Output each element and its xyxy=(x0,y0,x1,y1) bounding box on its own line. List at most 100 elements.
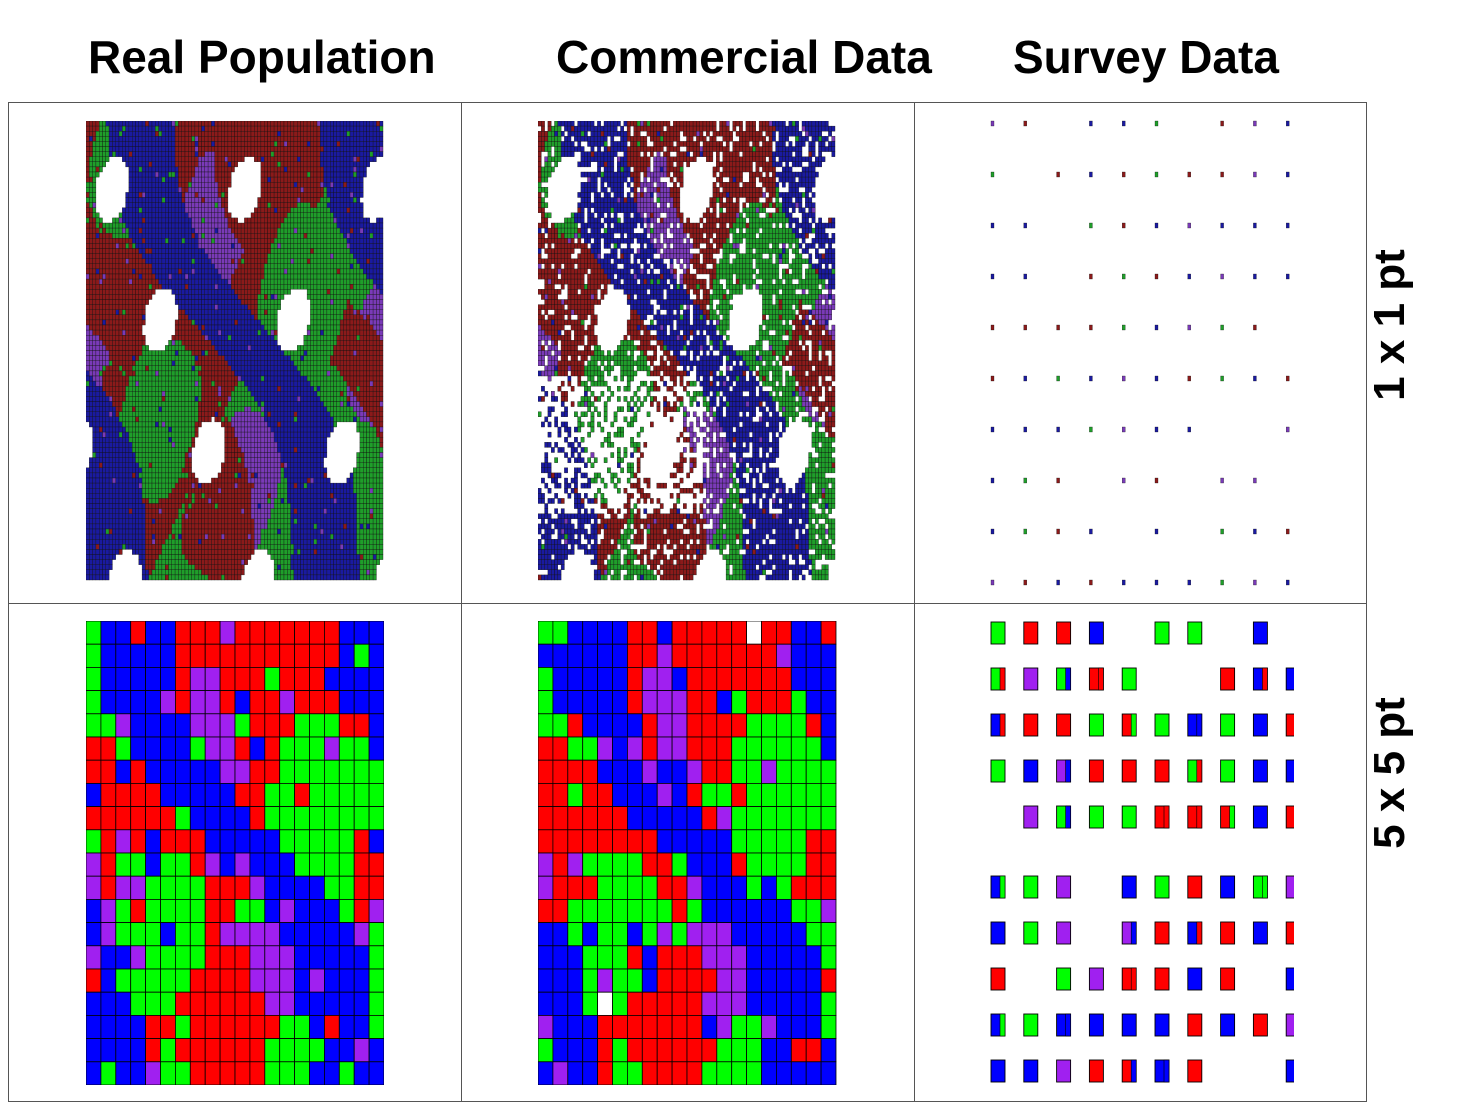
pixel-cell-green xyxy=(293,268,298,275)
pixel-cell-green xyxy=(326,278,331,285)
pixel-cell-green xyxy=(326,233,331,239)
pixel-cell-red xyxy=(303,121,308,127)
pixel-cell-red xyxy=(118,329,123,336)
pixel-cell-green xyxy=(122,411,126,417)
pixel-cell-blue xyxy=(201,258,205,264)
pixel-cell-blue xyxy=(204,309,209,315)
pixel-cell-red xyxy=(108,263,113,270)
pixel-cell-red xyxy=(283,156,288,162)
pixel-cell-blue xyxy=(343,171,347,178)
pixel-cell-purple xyxy=(217,197,222,203)
pixel-cell-blue xyxy=(310,386,314,392)
pixel-cell-red xyxy=(128,248,133,254)
pixel-cell-blue xyxy=(356,161,361,168)
pixel-cell-purple xyxy=(89,340,93,346)
pixel-cell-red xyxy=(224,202,229,208)
pixel-cell-blue xyxy=(303,391,308,397)
pixel-cell-green xyxy=(161,355,166,361)
pixel-cell-red xyxy=(221,411,225,417)
pixel-cell-red xyxy=(86,222,90,229)
pixel-cell-blue xyxy=(165,217,169,224)
pixel-cell-red xyxy=(108,335,113,341)
pixel-cell-blue xyxy=(379,263,384,270)
pixel-cell-green xyxy=(151,416,156,423)
pixel-cell-blue xyxy=(356,176,361,183)
pixel-cell-red xyxy=(379,340,384,346)
pixel-cell-blue xyxy=(221,278,225,285)
pixel-cell-purple xyxy=(244,406,248,412)
pixel-cell-blue xyxy=(86,416,90,423)
pixel-cell-red xyxy=(287,136,291,142)
pixel-cell-red xyxy=(283,187,288,193)
pixel-cell-green xyxy=(310,238,314,244)
pixel-cell-blue xyxy=(188,233,192,239)
pixel-cell-red xyxy=(267,207,271,213)
pixel-cell-green xyxy=(293,263,298,270)
pixel-cell-red xyxy=(138,284,143,290)
pixel-cell-blue xyxy=(158,207,163,213)
pixel-cell-red xyxy=(234,233,238,239)
pixel-cell-green xyxy=(330,396,334,402)
pixel-cell-red xyxy=(270,238,275,244)
pixel-cell-green xyxy=(310,370,314,377)
pixel-cell-blue xyxy=(168,121,172,127)
pixel-cell-red xyxy=(198,345,202,351)
pixel-cell-red xyxy=(122,243,126,249)
pixel-cell-red xyxy=(92,268,97,275)
pixel-cell-red xyxy=(297,171,301,178)
pixel-cell-red xyxy=(244,273,248,280)
pixel-cell-purple xyxy=(353,396,357,402)
pixel-cell-blue xyxy=(320,136,324,142)
pixel-cell-red xyxy=(283,207,288,213)
pixel-cell-purple xyxy=(211,202,215,208)
pixel-cell-blue xyxy=(280,370,285,377)
pixel-cell-blue xyxy=(372,273,377,280)
pixel-cell-red xyxy=(366,370,370,377)
pixel-cell-green xyxy=(135,386,139,392)
pixel-cell-red xyxy=(132,314,136,321)
pixel-cell-red xyxy=(214,156,219,162)
pixel-cell-red xyxy=(86,171,90,178)
pixel-cell-red xyxy=(366,355,370,361)
pixel-cell-blue xyxy=(155,197,159,203)
pixel-cell-blue xyxy=(158,141,163,147)
pixel-cell-blue xyxy=(141,136,146,142)
pixel-cell-red xyxy=(264,238,268,244)
pixel-cell-green xyxy=(181,380,186,387)
pixel-cell-red xyxy=(105,386,110,392)
pixel-cell-green xyxy=(257,329,262,336)
pixel-cell-red xyxy=(244,268,248,275)
pixel-cell-red xyxy=(89,217,93,224)
pixel-cell-blue xyxy=(260,345,265,351)
pixel-cell-red xyxy=(112,253,116,259)
pixel-cell-green xyxy=(336,386,341,392)
pixel-cell-red xyxy=(118,386,123,392)
pixel-cell-green xyxy=(330,309,334,315)
pixel-cell-green xyxy=(313,263,318,270)
pixel-cell-blue xyxy=(369,121,374,127)
pixel-cell-blue xyxy=(293,391,298,397)
pixel-cell-blue xyxy=(250,370,255,377)
pixel-cell-red xyxy=(207,401,212,407)
pixel-cell-red xyxy=(118,380,123,387)
pixel-cell-green xyxy=(363,273,367,280)
pixel-cell-red xyxy=(188,335,192,341)
pixel-cell-purple xyxy=(198,166,202,173)
pixel-cell-red xyxy=(135,263,139,270)
pixel-cell-red xyxy=(293,151,298,157)
pixel-cell-red xyxy=(254,121,258,127)
pixel-cell-green xyxy=(316,350,321,356)
pixel-cell-red xyxy=(122,324,126,331)
pixel-cell-red xyxy=(115,329,120,336)
pixel-cell-green xyxy=(141,360,146,366)
pixel-cell-blue xyxy=(207,278,212,285)
pixel-cell-green xyxy=(293,416,298,423)
pixel-cell-red xyxy=(128,314,133,321)
pixel-cell-blue xyxy=(244,335,248,341)
pixel-cell-purple xyxy=(320,182,324,188)
pixel-cell-green xyxy=(316,375,321,382)
pixel-cell-red xyxy=(300,182,304,188)
pixel-cell-red xyxy=(95,299,100,305)
pixel-cell-blue xyxy=(178,304,182,310)
pixel-cell-blue xyxy=(257,335,262,341)
